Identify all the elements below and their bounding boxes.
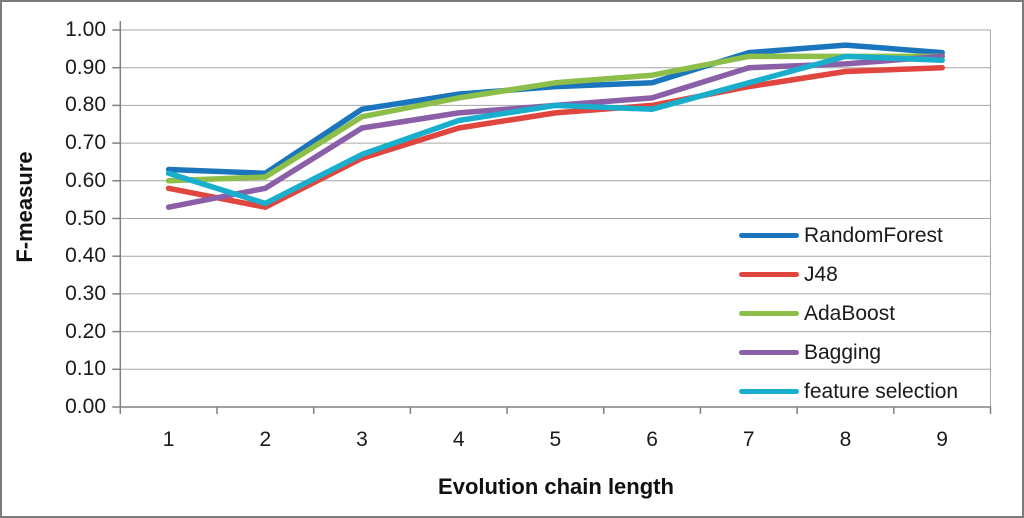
legend-swatch-adaboost xyxy=(739,311,799,316)
y-tick-label: 0.30 xyxy=(65,281,106,305)
legend-label: feature selection xyxy=(804,379,959,403)
y-tick-label: 0.60 xyxy=(65,168,106,192)
legend-item-bagging: Bagging xyxy=(739,333,958,372)
x-tick-label: 3 xyxy=(356,428,368,451)
legend-label: J48 xyxy=(804,262,838,286)
y-tick-label: 0.20 xyxy=(65,319,106,343)
legend-swatch-randomforest xyxy=(739,233,799,238)
y-tick-label: 0.90 xyxy=(65,55,106,79)
legend-swatch-bagging xyxy=(739,350,799,355)
legend-label: Bagging xyxy=(804,340,882,364)
x-tick-label: 8 xyxy=(839,428,852,451)
y-tick-label: 0.70 xyxy=(65,131,106,155)
x-tick-label: 7 xyxy=(742,428,755,451)
legend-swatch-feature-selection xyxy=(739,389,799,394)
legend-swatch-j48 xyxy=(739,272,799,277)
series-line-bagging xyxy=(165,53,945,210)
legend-item-j48: J48 xyxy=(739,255,958,294)
series-line-adaboost xyxy=(165,53,945,184)
y-tick-label: 0.40 xyxy=(65,244,106,268)
x-tick-label: 1 xyxy=(162,428,175,451)
legend-label: AdaBoost xyxy=(804,301,896,325)
legend-label: RandomForest xyxy=(804,223,943,247)
legend-item-feature-selection: feature selection xyxy=(739,372,958,411)
series-line-feature-selection xyxy=(165,53,945,207)
y-tick-label: 0.50 xyxy=(65,206,106,230)
legend-item-randomforest: RandomForest xyxy=(739,216,958,255)
y-tick-label: 0.80 xyxy=(65,93,106,117)
y-tick-label: 0.00 xyxy=(65,395,106,418)
x-tick-label: 4 xyxy=(452,428,465,451)
y-tick-label: 1.00 xyxy=(65,18,106,41)
series-line-j48 xyxy=(165,64,945,210)
legend-item-adaboost: AdaBoost xyxy=(739,294,958,333)
x-axis-title: Evolution chain length xyxy=(438,474,674,499)
y-tick-label: 0.10 xyxy=(65,357,106,381)
x-tick-label: 2 xyxy=(259,428,272,451)
x-tick-label: 5 xyxy=(549,428,562,451)
x-tick-label: 6 xyxy=(646,428,658,451)
legend: RandomForest J48 AdaBoost Bagging featur… xyxy=(739,216,958,411)
x-tick-label: 9 xyxy=(936,428,948,451)
series-line-randomforest xyxy=(165,42,945,177)
y-axis-title: F-measure xyxy=(12,151,37,263)
